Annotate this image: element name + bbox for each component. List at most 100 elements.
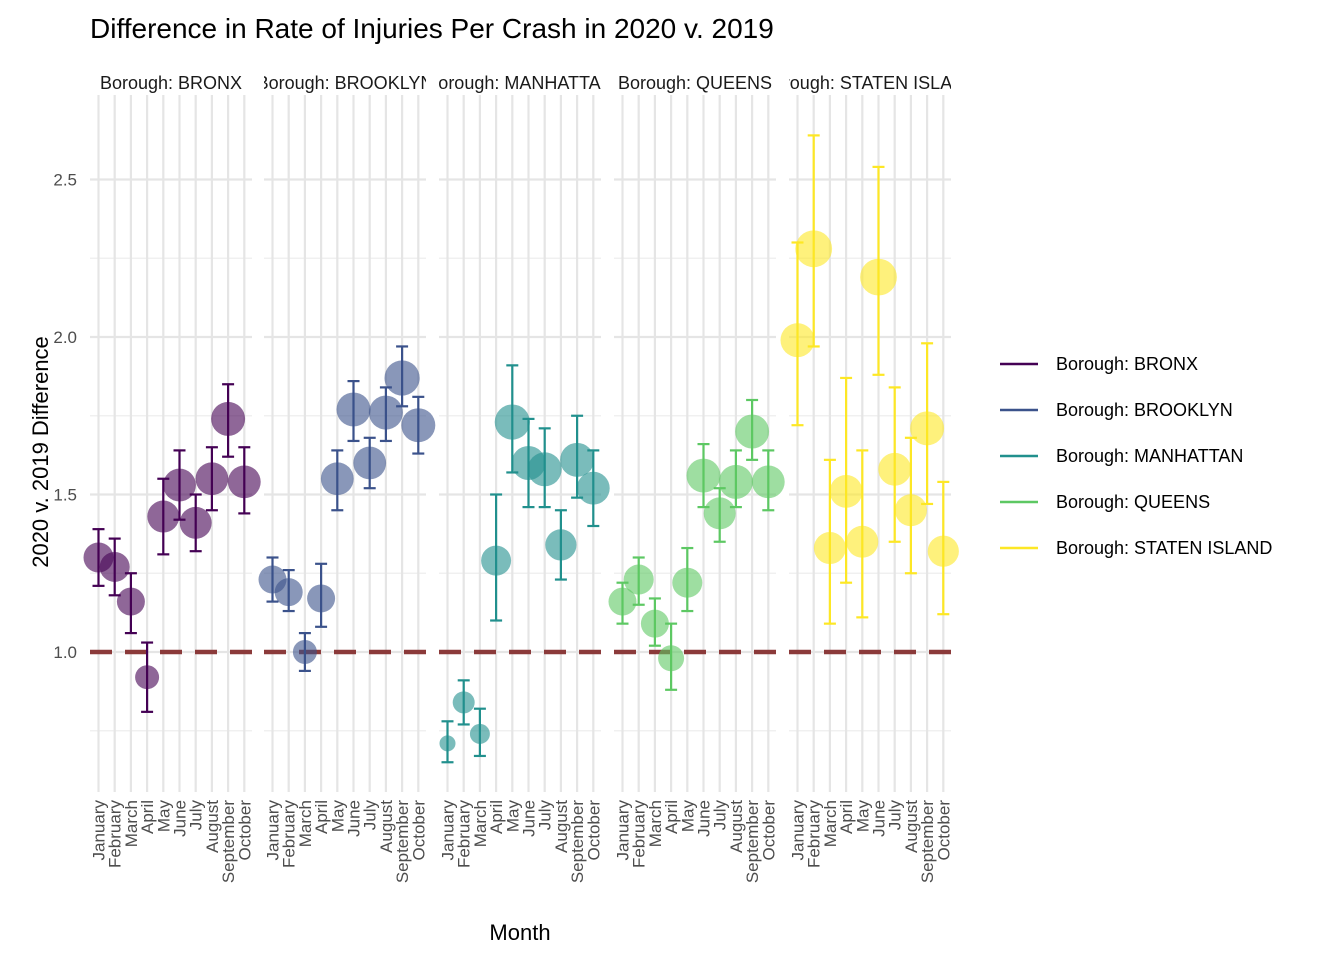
- facet-strip-label: Borough: BRONX: [100, 73, 242, 93]
- data-point: [481, 545, 512, 576]
- legend: Borough: BRONX Borough: BROOKLYN Borough: …: [1000, 354, 1272, 558]
- x-tick-label: February: [805, 800, 824, 869]
- x-tick-label: September: [568, 800, 587, 883]
- data-point: [894, 494, 927, 527]
- data-point: [401, 408, 436, 443]
- y-tick-label: 1.5: [53, 486, 77, 505]
- data-point: [560, 442, 595, 477]
- x-tick-label: January: [264, 800, 283, 861]
- data-point: [672, 567, 703, 598]
- facet-panel: Borough: BRONX JanuaryFebruaryMarchAprilM…: [83, 73, 261, 883]
- x-tick-label: January: [439, 800, 458, 861]
- x-tick-label: September: [918, 800, 937, 883]
- x-tick-label: April: [662, 800, 681, 834]
- data-point: [780, 323, 815, 358]
- x-tick-label: May: [328, 800, 347, 833]
- facet-strip-label: Borough: BROOKLYN: [257, 73, 434, 93]
- x-tick-label: September: [743, 800, 762, 883]
- x-tick-label: March: [471, 800, 490, 847]
- data-point: [336, 392, 371, 427]
- data-point: [320, 462, 354, 496]
- legend-item: Borough: BROOKLYN: [1000, 400, 1233, 420]
- data-point: [439, 735, 456, 752]
- x-tick-label: February: [455, 800, 474, 869]
- data-point: [860, 258, 897, 296]
- legend-item: Borough: BRONX: [1000, 354, 1198, 374]
- x-tick-label: July: [711, 800, 730, 831]
- data-point: [135, 665, 160, 690]
- data-point: [368, 395, 403, 430]
- data-point: [307, 584, 336, 613]
- data-point: [576, 471, 610, 505]
- data-point: [703, 497, 736, 530]
- y-tick-label: 2.5: [53, 171, 77, 190]
- facet-panel: Borough: BROOKLYN JanuaryFebruaryMarchApr…: [257, 73, 436, 883]
- data-point: [211, 401, 246, 436]
- data-point: [545, 529, 577, 561]
- legend-label: Borough: BROOKLYN: [1056, 400, 1233, 420]
- data-point: [735, 414, 770, 449]
- x-tick-label: June: [520, 800, 539, 837]
- x-tick-label: August: [902, 800, 921, 853]
- x-tick-label: September: [219, 800, 238, 883]
- legend-label: Borough: MANHATTAN: [1056, 446, 1243, 466]
- x-tick-label: March: [122, 800, 141, 847]
- facet-panel: Borough: MANHATTAN JanuaryFebruaryMarchAp…: [439, 73, 610, 883]
- x-tick-label: June: [870, 800, 889, 837]
- x-tick-label: February: [106, 800, 125, 869]
- data-point: [910, 411, 945, 446]
- x-tick-label: February: [630, 800, 649, 869]
- x-tick-label: September: [393, 800, 412, 883]
- x-tick-label: January: [614, 800, 633, 861]
- data-point: [147, 500, 180, 533]
- x-tick-label: October: [409, 800, 428, 861]
- facet-panel: Borough: QUEENS JanuaryFebruaryMarchApril…: [608, 73, 785, 883]
- data-point: [623, 564, 654, 595]
- x-tick-label: May: [503, 800, 522, 833]
- chart-title: Difference in Rate of Injuries Per Crash…: [90, 13, 774, 44]
- x-tick-label: August: [552, 800, 571, 853]
- x-axis-title: Month: [489, 920, 550, 945]
- y-axis-title: 2020 v. 2019 Difference: [28, 336, 53, 568]
- y-tick-label: 2.0: [53, 328, 77, 347]
- x-tick-label: June: [695, 800, 714, 837]
- x-tick-label: August: [727, 800, 746, 853]
- facet-panel: Borough: STATEN ISLAND JanuaryFebruaryMar…: [762, 73, 978, 883]
- facet-strip-label: Borough: STATEN ISLAND: [762, 73, 978, 93]
- data-point: [292, 640, 317, 664]
- data-point: [640, 609, 669, 638]
- data-point: [99, 551, 130, 582]
- data-point: [274, 578, 303, 607]
- x-tick-label: July: [187, 800, 206, 831]
- data-point: [658, 645, 685, 672]
- data-point: [927, 535, 959, 567]
- data-point: [353, 446, 387, 480]
- y-tick-label: 1.0: [53, 643, 77, 662]
- data-point: [227, 465, 261, 499]
- data-point: [494, 404, 530, 440]
- data-point: [718, 464, 753, 499]
- x-tick-label: February: [280, 800, 299, 869]
- x-tick-label: July: [361, 800, 380, 831]
- data-point: [686, 458, 721, 493]
- x-tick-label: June: [345, 800, 364, 837]
- x-tick-label: January: [789, 800, 808, 861]
- x-tick-label: August: [377, 800, 396, 853]
- legend-item: Borough: MANHATTAN: [1000, 446, 1243, 466]
- x-tick-label: April: [312, 800, 331, 834]
- data-point: [846, 525, 879, 558]
- x-tick-label: April: [487, 800, 506, 834]
- legend-label: Borough: STATEN ISLAND: [1056, 538, 1272, 558]
- data-point: [795, 230, 833, 268]
- data-point: [751, 465, 785, 499]
- data-point: [527, 452, 562, 487]
- data-point: [163, 468, 196, 502]
- x-tick-label: October: [934, 800, 953, 861]
- legend-label: Borough: QUEENS: [1056, 492, 1210, 512]
- data-point: [878, 452, 912, 486]
- x-tick-label: March: [646, 800, 665, 847]
- x-tick-label: June: [171, 800, 190, 837]
- data-point: [116, 587, 145, 616]
